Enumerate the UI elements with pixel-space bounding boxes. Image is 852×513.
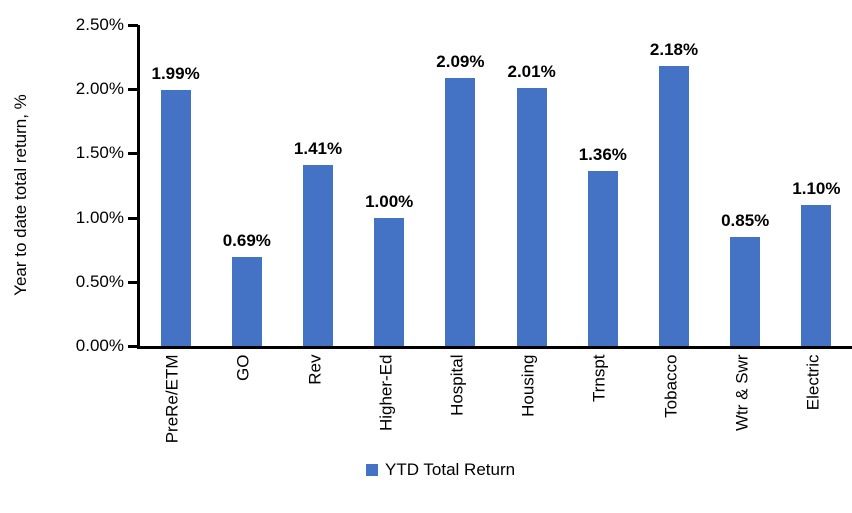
y-tick-mark <box>128 280 138 284</box>
bar-value-label: 1.99% <box>151 64 200 84</box>
bar-value-label: 1.41% <box>293 138 343 158</box>
x-category-label: Higher-Ed <box>376 354 396 431</box>
legend: YTD Total Return <box>366 460 515 480</box>
bar-go <box>231 257 262 346</box>
bar-electric <box>801 204 832 346</box>
x-category-label: Rev <box>305 354 324 385</box>
bar-wtr-swr <box>730 236 761 346</box>
x-category-label: Electric <box>803 354 823 410</box>
y-tick-mark <box>128 345 138 348</box>
x-category-label: Trnspt <box>589 354 609 402</box>
y-tick-label: 1.00% <box>75 207 124 227</box>
x-category-label: Housing <box>518 354 538 417</box>
bar-value-label: 0.69% <box>222 231 271 251</box>
bar-value-label: 2.01% <box>507 61 556 81</box>
y-axis-title: Year to date total return, % <box>11 94 30 296</box>
bar-value-label: 2.09% <box>436 51 485 71</box>
bar-tobacco <box>659 66 689 346</box>
y-tick-label: 0.00% <box>75 336 124 355</box>
y-tick-mark <box>128 88 138 92</box>
bar-rev <box>303 164 333 346</box>
y-tick-label: 1.50% <box>75 143 124 163</box>
y-tick-mark <box>128 216 138 220</box>
bar-higher-ed <box>374 217 405 346</box>
plot-area: 1.99% 0.69% 1.41% 1.00% 2.09% 2.01% 1.36% 2.18%… <box>137 25 852 349</box>
x-category-label: Wtr & Swr <box>732 354 752 431</box>
bar-housing <box>516 87 547 346</box>
bar-trnspt <box>587 171 618 346</box>
bar-hospital <box>445 77 476 346</box>
x-category-label: GO <box>233 354 253 381</box>
bar-value-label: 0.85% <box>721 210 770 230</box>
y-tick-label: 0.50% <box>75 271 124 291</box>
legend-swatch-icon <box>366 464 378 476</box>
x-category-label: PreRe/ETM <box>162 354 182 443</box>
bar-prere-etm <box>160 90 191 346</box>
x-category-label: Tobacco <box>661 354 680 418</box>
y-tick-mark <box>128 24 138 27</box>
y-tick-label: 2.00% <box>75 79 124 99</box>
bar-value-label: 2.18% <box>649 40 699 60</box>
y-tick-mark <box>128 152 138 156</box>
legend-label: YTD Total Return <box>385 460 516 479</box>
y-tick-label: 2.50% <box>75 15 124 34</box>
x-category-label: Hospital <box>447 354 467 416</box>
bar-value-label: 1.36% <box>578 145 627 165</box>
bar-value-label: 1.00% <box>365 191 414 211</box>
bar-value-label: 1.10% <box>792 178 841 198</box>
